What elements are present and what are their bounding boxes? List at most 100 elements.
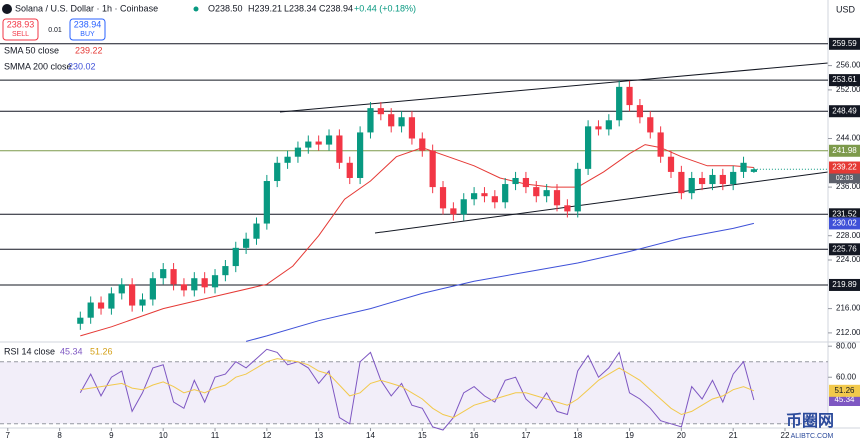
legend-smma-value: 230.02 — [68, 61, 96, 71]
candle-body — [408, 117, 416, 139]
x-tick-label: 20 — [677, 431, 686, 440]
y-tick-label: 60.00 — [836, 372, 857, 381]
rsi-ma-value: 51.26 — [90, 346, 113, 356]
legend-sma-value: 239.22 — [75, 45, 103, 55]
price-level-tag — [829, 105, 860, 118]
rsi-line — [79, 348, 755, 431]
price-level-tag — [829, 243, 860, 256]
trend-line — [279, 62, 829, 113]
price-level-tag-label: 231.52 — [832, 209, 857, 218]
legend-smma[interactable]: SMMA 200 close — [4, 61, 72, 71]
currency[interactable]: USD — [836, 4, 856, 14]
y-tick-label: 256.00 — [836, 61, 860, 70]
price-level-tag-label: 259.59 — [832, 39, 857, 48]
candle-body — [470, 193, 478, 200]
low: L238.34 — [284, 3, 317, 13]
indicator-tag-label: 230.02 — [832, 219, 857, 228]
x-tick-label: 22 — [781, 431, 790, 440]
indicator-tag-label: 239.22 — [832, 163, 857, 172]
candle-body — [481, 193, 488, 197]
candle-body — [274, 162, 281, 182]
y-tick-label: 252.00 — [836, 85, 860, 94]
y-tick-label: 244.00 — [836, 134, 860, 143]
candle-body — [263, 181, 270, 224]
candle-body — [325, 135, 333, 145]
high: H239.21 — [248, 3, 282, 13]
x-tick-label: 16 — [470, 431, 479, 440]
candle-body — [740, 162, 747, 172]
candle-body — [730, 171, 737, 185]
rsi-legend[interactable]: RSI 14 close — [4, 346, 55, 356]
x-tick-label: 9 — [109, 431, 114, 440]
candle-body — [564, 205, 571, 212]
legend-sma[interactable]: SMA 50 close — [4, 45, 59, 55]
symbol[interactable]: Solana / U.S. Dollar · 1h · Coinbase — [15, 3, 158, 13]
price-level-tag-label: 219.89 — [832, 280, 857, 289]
y-tick-label: 228.00 — [836, 231, 860, 240]
rsi-value: 45.34 — [60, 346, 83, 356]
trend-line — [374, 171, 829, 234]
candle-body — [678, 171, 685, 194]
candle-body — [191, 278, 198, 291]
rsi-line — [80, 358, 755, 419]
x-tick-label: 14 — [366, 431, 375, 440]
candle-body — [108, 293, 115, 309]
open: O238.50 — [208, 3, 243, 13]
candle-body — [367, 108, 374, 133]
candle-body — [502, 184, 509, 203]
candle-body — [243, 238, 250, 248]
y-tick-label: 224.00 — [836, 255, 860, 264]
sell-price: 238.93 — [7, 19, 35, 29]
candle-body — [170, 269, 177, 285]
candle-body — [657, 132, 664, 157]
x-tick-label: 21 — [729, 431, 738, 440]
x-tick-label: 7 — [6, 431, 11, 440]
price-level-tag-label: 253.61 — [832, 75, 857, 84]
candle-body — [77, 317, 84, 324]
x-tick-label: 15 — [418, 431, 427, 440]
candle-body — [419, 138, 426, 151]
candle-body — [595, 126, 602, 130]
candle-body — [553, 190, 561, 206]
y-tick-label: 216.00 — [836, 304, 860, 313]
x-tick-label: 13 — [314, 431, 323, 440]
candle-body — [584, 126, 592, 169]
indicator-line — [245, 222, 755, 342]
candle-body — [377, 108, 384, 115]
candle-body — [346, 162, 353, 178]
rsi-band — [0, 361, 828, 424]
candle-body — [491, 196, 498, 203]
x-tick-label: 10 — [159, 431, 168, 440]
price-level-tag-label: 248.49 — [832, 106, 857, 115]
spread: 0.01 — [48, 27, 62, 34]
x-tick-label: 11 — [211, 431, 220, 440]
buy-button[interactable] — [69, 18, 106, 41]
buy-price: 238.94 — [74, 19, 102, 29]
candle-body — [201, 278, 208, 288]
symbol-icon[interactable] — [2, 4, 12, 14]
x-tick-label: 17 — [521, 431, 530, 440]
indicator-tag — [829, 217, 860, 230]
candle-body — [616, 86, 623, 121]
candle-body — [211, 275, 219, 288]
price-level-tag — [829, 278, 860, 291]
candle-body — [429, 150, 436, 188]
candle-body — [315, 141, 322, 145]
candle-body — [574, 168, 581, 212]
rsi-tag-label: 51.26 — [834, 386, 855, 395]
candle-body — [97, 302, 105, 309]
price-level-tag — [829, 208, 860, 221]
candle-body — [398, 117, 405, 127]
candle-body — [450, 208, 457, 215]
rsi-tag — [829, 393, 860, 406]
sell-button[interactable] — [2, 18, 39, 41]
candle-body — [336, 135, 343, 163]
candle-body — [522, 177, 530, 188]
candle-body — [160, 269, 167, 279]
watermark: 币圈网 — [786, 412, 834, 430]
candle-body — [118, 284, 125, 294]
y-tick-label: 80.00 — [836, 341, 857, 350]
candle-body — [129, 284, 136, 306]
